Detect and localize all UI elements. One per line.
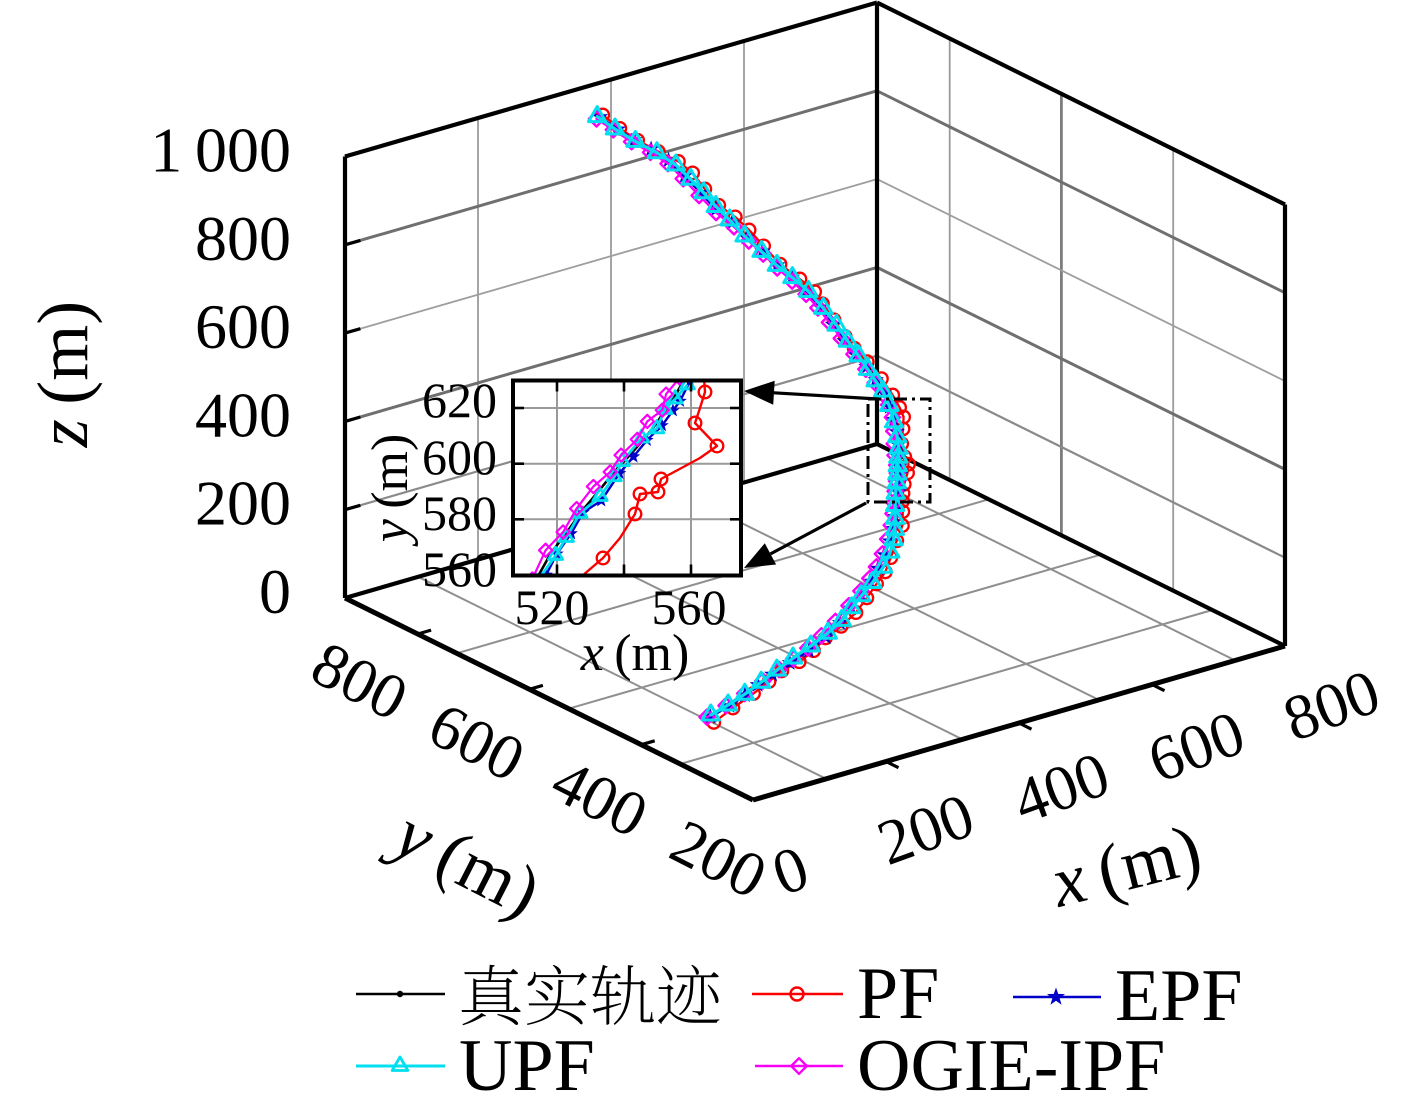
svg-text:EPF: EPF: [1115, 955, 1243, 1037]
svg-text:800: 800: [195, 203, 291, 274]
svg-text:520: 520: [515, 579, 590, 635]
svg-text:0: 0: [259, 556, 291, 627]
svg-text:600: 600: [195, 291, 291, 362]
svg-text:400: 400: [195, 379, 291, 450]
svg-text:UPF: UPF: [459, 1025, 595, 1107]
svg-text:600: 600: [422, 429, 497, 485]
svg-text:x (m): x (m): [580, 625, 690, 682]
svg-text:PF: PF: [857, 953, 939, 1035]
svg-text:200: 200: [195, 468, 291, 539]
svg-text:580: 580: [422, 485, 497, 541]
svg-text:1 000: 1 000: [150, 115, 291, 186]
svg-text:560: 560: [652, 579, 727, 635]
svg-text:y (m): y (m): [362, 434, 419, 548]
svg-text:620: 620: [422, 372, 497, 428]
svg-text:OGIE-IPF: OGIE-IPF: [857, 1025, 1165, 1107]
svg-text:560: 560: [422, 541, 497, 597]
svg-text:z (m): z (m): [23, 301, 103, 448]
